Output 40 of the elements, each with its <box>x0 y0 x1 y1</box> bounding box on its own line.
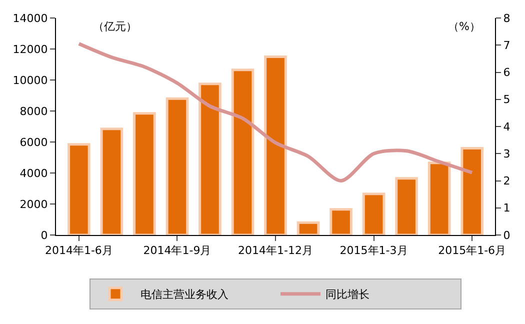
y-tick-label: 8000 <box>20 104 48 118</box>
y-tick-label: 14000 <box>12 12 48 25</box>
x-tick-label: 2015年1-6月 <box>438 244 506 258</box>
y2-tick-label: 1 <box>503 202 510 215</box>
annotation: （亿元） <box>93 20 137 33</box>
y-tick-label: 4000 <box>20 166 48 180</box>
bar <box>395 177 418 235</box>
x-tick-label: 2014年1-6月 <box>44 244 113 258</box>
y-tick-label: 6000 <box>20 136 48 149</box>
bar <box>133 112 156 235</box>
y2-tick-label: 8 <box>503 12 510 25</box>
bar <box>330 208 352 235</box>
y-tick-label: 2000 <box>20 198 48 211</box>
legend-label: 同比增长 <box>326 288 370 302</box>
annotation: （%） <box>448 20 480 33</box>
y2-tick-label: 4 <box>503 120 510 134</box>
bar <box>296 221 320 235</box>
y2-tick-label: 7 <box>503 38 510 52</box>
y-tick-label: 0 <box>40 228 48 242</box>
bar <box>68 143 90 235</box>
y-tick-label: 10000 <box>12 74 48 87</box>
y-tick-label: 12000 <box>12 42 48 56</box>
y2-tick-label: 5 <box>503 93 510 106</box>
bar <box>460 146 484 235</box>
bar <box>100 128 124 235</box>
bar <box>428 162 451 235</box>
x-tick-label: 2015年1-3月 <box>340 244 408 258</box>
y2-tick-label: 3 <box>503 147 510 160</box>
legend-label: 电信主营业务收入 <box>140 288 228 302</box>
bar <box>198 82 222 235</box>
bar <box>231 68 254 235</box>
bar <box>166 97 189 235</box>
y2-tick-label: 6 <box>503 66 510 80</box>
bar <box>264 56 287 235</box>
bar <box>362 192 386 235</box>
x-tick-label: 2014年1-12月 <box>238 244 313 258</box>
y2-tick-label: 0 <box>503 228 510 242</box>
y2-tick-label: 2 <box>503 174 510 188</box>
x-tick-label: 2014年1-9月 <box>143 244 212 258</box>
line-series <box>77 42 474 182</box>
